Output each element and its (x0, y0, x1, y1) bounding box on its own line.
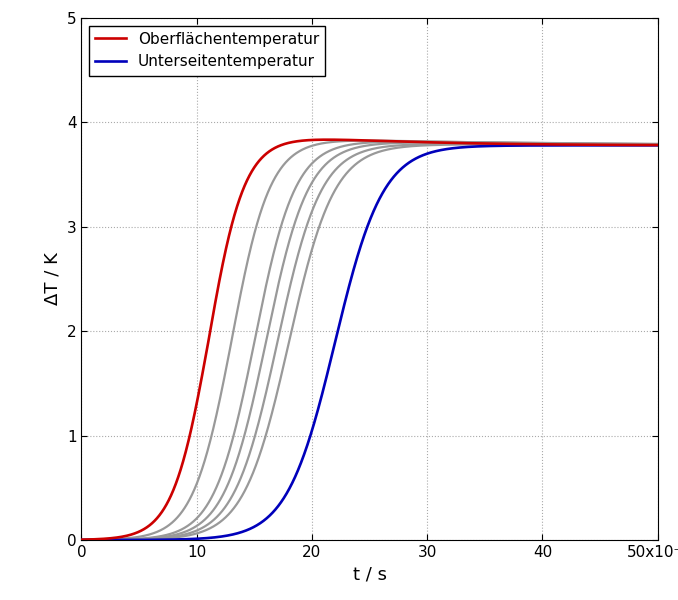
Oberflächentemperatur (423, 139, 431, 146)
Oberflächentemperatur (323, 136, 332, 143)
Oberflächentemperatur (452, 139, 460, 146)
Line: Oberflächentemperatur: Oberflächentemperatur (81, 140, 658, 539)
Y-axis label: ΔT / K: ΔT / K (43, 253, 61, 305)
X-axis label: t / s: t / s (353, 565, 386, 583)
Oberflächentemperatur (551, 141, 559, 148)
Oberflächentemperatur (298, 137, 306, 145)
Oberflächentemperatur (507, 140, 515, 148)
Unterseitentemperatur (654, 142, 662, 149)
Unterseitentemperatur (298, 458, 306, 465)
Unterseitentemperatur (452, 144, 460, 151)
Unterseitentemperatur (182, 536, 190, 543)
Unterseitentemperatur (507, 142, 515, 149)
Oberflächentemperatur (77, 536, 85, 543)
Unterseitentemperatur (551, 142, 559, 149)
Oberflächentemperatur (182, 447, 190, 454)
Unterseitentemperatur (77, 536, 85, 544)
Line: Unterseitentemperatur: Unterseitentemperatur (81, 145, 658, 540)
Legend: Oberflächentemperatur, Unterseitentemperatur: Oberflächentemperatur, Unterseitentemper… (89, 26, 325, 76)
Unterseitentemperatur (423, 150, 431, 157)
Oberflächentemperatur (654, 142, 662, 149)
